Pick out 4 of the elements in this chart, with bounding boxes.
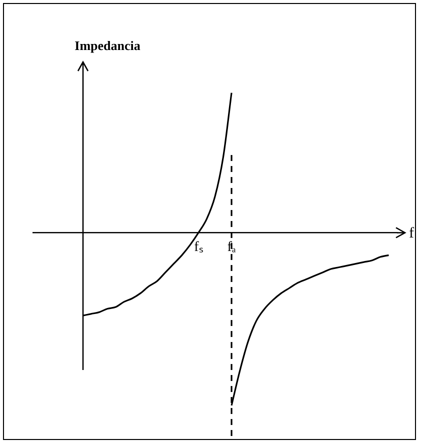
x-axis-title: f (409, 226, 414, 242)
y-axis-title: Impedancia (74, 38, 141, 53)
x-tick-label: fₛ (194, 240, 203, 255)
x-tick-label: fₐ (227, 240, 236, 255)
